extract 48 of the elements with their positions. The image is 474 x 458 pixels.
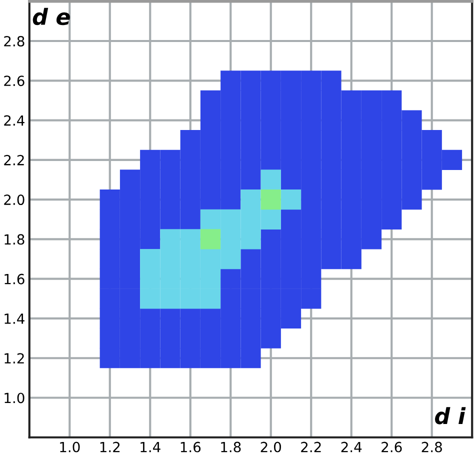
point: [280, 190, 302, 210]
x-tick-label: 1.8: [221, 442, 241, 452]
x-tick-label: 2.2: [301, 442, 321, 452]
y-tick-label: 2.2: [4, 154, 24, 166]
point: [240, 190, 261, 210]
point: [220, 229, 241, 250]
y-tick-label: 1.6: [4, 274, 24, 284]
y-tick-label: 1.2: [4, 353, 24, 364]
point: [160, 288, 180, 309]
y-axis-title: d e: [32, 8, 70, 26]
point: [180, 248, 200, 270]
y-tick-label: 2.6: [4, 76, 24, 86]
point: [220, 209, 241, 230]
point: [200, 229, 221, 250]
point: [160, 268, 180, 289]
y-tick-label: 1.8: [4, 234, 24, 245]
point: [140, 288, 160, 309]
point: [240, 209, 261, 230]
point: [260, 190, 281, 210]
y-tick-label: 2.4: [4, 115, 24, 126]
point: [160, 248, 180, 270]
x-tick-label: 2.8: [422, 442, 442, 452]
point: [140, 268, 160, 289]
point: [140, 248, 160, 270]
x-tick-label: 1.4: [140, 442, 160, 452]
point: [180, 268, 200, 289]
y-tick-label: 2.0: [4, 194, 24, 206]
x-tick-label: 1.6: [180, 442, 201, 452]
point: [260, 170, 281, 190]
point: [180, 288, 200, 309]
point: [200, 288, 221, 309]
y-tick-label: 1.4: [4, 314, 24, 324]
x-tick-label: 1.2: [100, 442, 120, 452]
point: [180, 229, 200, 250]
point: [240, 229, 261, 250]
x-tick-label: 2.6: [382, 442, 402, 452]
y-tick-label: 2.8: [4, 36, 24, 46]
point: [200, 248, 221, 270]
y-tick-label: 1.0: [4, 392, 24, 404]
point: [200, 268, 221, 289]
point: [160, 229, 180, 250]
x-axis-title: d i: [435, 407, 466, 424]
x-tick-label: 2.4: [341, 442, 362, 452]
point: [260, 209, 281, 230]
point: [200, 209, 221, 230]
x-tick-label: 2.0: [260, 442, 281, 452]
point: [220, 248, 241, 270]
x-tick-label: 1.0: [60, 442, 80, 452]
